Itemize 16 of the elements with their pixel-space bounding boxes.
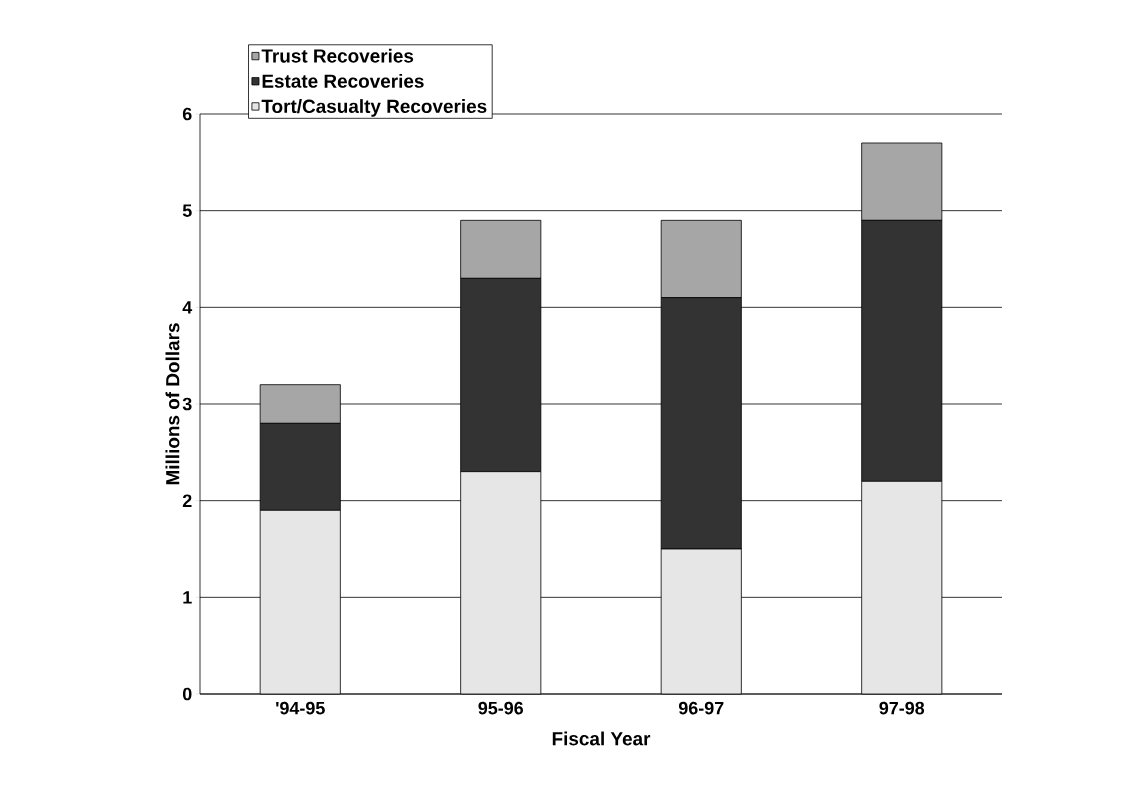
- x-tick-label: 96-97: [678, 701, 724, 715]
- y-tick-label: 2: [182, 494, 192, 507]
- y-tick-label: 5: [182, 204, 192, 217]
- y-tick-label: 3: [182, 397, 192, 411]
- legend-label: Estate Recoveries: [262, 73, 424, 88]
- x-tick-label: '94-95: [276, 701, 325, 715]
- legend-label: Trust Recoveries: [261, 48, 414, 63]
- legend-label: Tort/Casualty Recoveries: [261, 99, 487, 117]
- x-tick-label: 95-96: [478, 701, 524, 715]
- x-axis-title: Fiscal Year: [552, 731, 651, 746]
- y-tick-label: 6: [182, 107, 192, 121]
- y-axis-title: Millions of Dollars: [165, 323, 180, 485]
- y-tick-label: 0: [182, 687, 192, 701]
- y-tick-label: 4: [182, 301, 193, 314]
- x-tick-label: 97-98: [879, 701, 925, 715]
- y-tick-label: 1: [183, 591, 192, 604]
